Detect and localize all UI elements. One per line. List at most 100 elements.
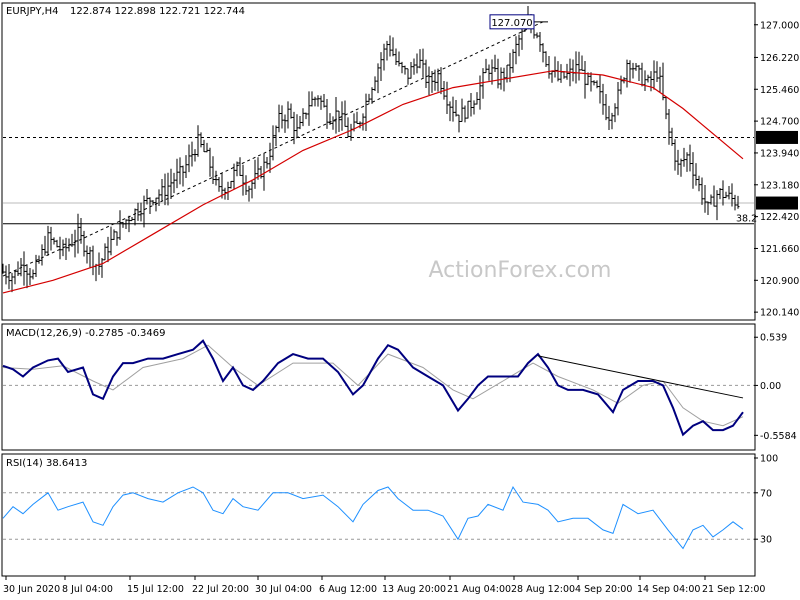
ohlc-bar bbox=[76, 213, 80, 254]
ohlc-bar bbox=[481, 68, 485, 99]
price-panel bbox=[1, 2, 756, 321]
ohlc-bar bbox=[316, 95, 320, 107]
ohlc-bar bbox=[397, 51, 401, 67]
ohlc-bar bbox=[346, 117, 350, 138]
ohlc-bar bbox=[4, 265, 8, 285]
time-tick-label: 30 Jul 04:00 bbox=[255, 584, 312, 595]
ohlc-bar bbox=[673, 139, 677, 171]
ohlc-bar bbox=[124, 219, 128, 230]
ohlc-bar bbox=[649, 71, 653, 92]
ohlc-bar bbox=[322, 94, 326, 108]
price-layer: 38.2 127.070 127.000 126.220 125.460 124.700 1… bbox=[1, 6, 799, 319]
ohlc-bar bbox=[424, 59, 428, 89]
ohlc-bar bbox=[613, 103, 617, 123]
ohlc-bar bbox=[115, 231, 119, 246]
rsi-layer: 100 70 30 bbox=[2, 454, 778, 550]
ohlc-bar bbox=[709, 194, 713, 205]
ohlc-bar bbox=[100, 257, 104, 278]
ohlc-bar bbox=[454, 100, 458, 117]
ohlc-bar bbox=[706, 201, 710, 215]
ohlc-bar bbox=[439, 67, 443, 95]
ohlc-bar bbox=[676, 149, 680, 175]
ohlc-bar bbox=[25, 264, 29, 289]
ohlc-bar bbox=[235, 161, 239, 177]
ohlc-bar bbox=[658, 66, 662, 93]
time-tick-label: 21 Aug 04:00 bbox=[447, 584, 511, 595]
ohlc-bar bbox=[166, 172, 170, 206]
ohlc-bar bbox=[253, 159, 257, 189]
ohlc-bar bbox=[319, 95, 323, 110]
ohlc-bar bbox=[70, 233, 74, 247]
ohlc-bar bbox=[361, 113, 365, 131]
ohlc-bar bbox=[295, 114, 299, 138]
ohlc-bar bbox=[391, 37, 395, 57]
ohlc-bar bbox=[700, 177, 704, 205]
macd-panel bbox=[1, 323, 756, 451]
ohlc-bar bbox=[724, 191, 728, 199]
ohlc-bar bbox=[73, 229, 77, 258]
ohlc-bar bbox=[475, 92, 479, 105]
ohlc-bar bbox=[118, 210, 122, 240]
peak-label: 127.070 bbox=[491, 18, 532, 29]
ohlc-bar bbox=[463, 105, 467, 123]
ohlc-bar bbox=[712, 185, 716, 207]
rsi-tick-label: 30 bbox=[760, 535, 772, 546]
ohlc-bar bbox=[307, 91, 311, 126]
ohlc-bar bbox=[142, 195, 146, 228]
ohlc-bar bbox=[736, 195, 740, 209]
ohlc-bar bbox=[196, 125, 200, 157]
ohlc-bar bbox=[691, 152, 695, 189]
ohlc-bar bbox=[430, 70, 434, 93]
ohlc-bar bbox=[190, 141, 194, 167]
ohlc-bar bbox=[412, 58, 416, 75]
ohlc-bar bbox=[334, 96, 338, 134]
ohlc-bar bbox=[733, 194, 737, 211]
macd-title: MACD(12,26,9) -0.2785 -0.3469 bbox=[6, 328, 166, 339]
price-tick-label: 125.460 bbox=[760, 85, 799, 96]
ohlc-bar bbox=[637, 64, 641, 82]
ohlc-bar bbox=[394, 48, 398, 65]
ohlc-bar bbox=[490, 59, 494, 85]
level-label-box bbox=[756, 130, 798, 144]
ohlc-bar bbox=[655, 61, 659, 83]
ohlc-bars bbox=[1, 6, 740, 293]
ohlc-label: 122.874 122.898 122.721 122.744 bbox=[70, 6, 245, 17]
time-tick-label: 30 Jun 2020 bbox=[3, 584, 60, 595]
ohlc-bar bbox=[157, 189, 161, 207]
ohlc-bar bbox=[685, 152, 689, 172]
macd-tick-label: 0.539 bbox=[760, 333, 787, 344]
ohlc-bar bbox=[664, 97, 668, 120]
macd-layer: 0.539 0.00 -0.5584 bbox=[2, 333, 797, 442]
axis-layer: 30 Jun 2020 8 Jul 04:00 15 Jul 12:00 22 Jul… bbox=[3, 576, 765, 595]
ohlc-bar bbox=[151, 200, 155, 206]
ohlc-bar bbox=[478, 75, 482, 110]
ohlc-bar bbox=[250, 179, 254, 199]
ohlc-bar bbox=[370, 87, 374, 104]
peak-label-box bbox=[489, 14, 535, 30]
ohlc-bar bbox=[217, 177, 221, 192]
ohlc-bar bbox=[208, 147, 212, 177]
ohlc-bar bbox=[313, 96, 317, 107]
symbol-label: EURJPY,H4 bbox=[6, 6, 59, 17]
ohlc-bar bbox=[535, 32, 539, 39]
ohlc-bar bbox=[220, 173, 224, 199]
ohlc-bar bbox=[331, 116, 335, 130]
ohlc-bar bbox=[586, 72, 590, 86]
ohlc-bar bbox=[376, 63, 380, 94]
ohlc-bar bbox=[58, 236, 62, 260]
ohlc-bar bbox=[589, 72, 593, 92]
time-tick-label: 28 Aug 12:00 bbox=[511, 584, 575, 595]
ohlc-bar bbox=[616, 81, 620, 116]
ohlc-bar bbox=[49, 226, 53, 251]
ohlc-bar bbox=[373, 76, 377, 91]
ohlc-bar bbox=[40, 244, 44, 266]
ohlc-bar bbox=[130, 217, 134, 222]
ohlc-bar bbox=[409, 62, 413, 79]
price-tick-label: 124.700 bbox=[760, 117, 799, 128]
ohlc-bar bbox=[436, 68, 440, 92]
ohlc-bar bbox=[487, 64, 491, 81]
ohlc-bar bbox=[103, 243, 107, 261]
price-tick-label: 122.420 bbox=[760, 212, 799, 223]
ohlc-bar bbox=[13, 270, 17, 285]
ohlc-bar bbox=[163, 173, 167, 206]
